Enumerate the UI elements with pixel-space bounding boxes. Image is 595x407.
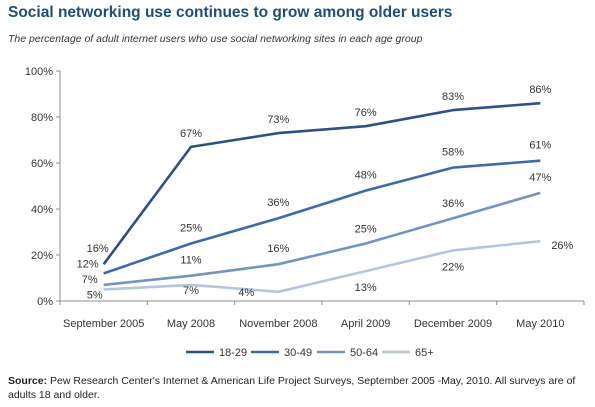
series-line-30-49 <box>103 159 541 275</box>
x-tick-label: November 2008 <box>239 318 317 330</box>
data-label: 25% <box>180 223 202 235</box>
x-tick-label: May 2010 <box>516 318 564 330</box>
data-label: 7% <box>183 285 199 297</box>
x-tick-label: September 2005 <box>63 318 144 330</box>
chart-subtitle: The percentage of adult internet users w… <box>8 33 423 45</box>
x-tick-label: May 2008 <box>167 318 215 330</box>
data-label: 25% <box>355 224 377 236</box>
series-line-65+ <box>103 239 541 294</box>
data-label: 36% <box>267 197 289 209</box>
data-label: 48% <box>355 170 377 182</box>
source-note: Source: Pew Research Center's Internet &… <box>8 374 588 402</box>
legend-label-65+: 65+ <box>415 347 434 359</box>
source-text: Pew Research Center's Internet & America… <box>8 375 576 401</box>
y-tick-label: 80% <box>31 112 53 124</box>
data-label: 12% <box>77 258 99 270</box>
series-line-50-64 <box>103 191 541 287</box>
y-tick-label: 20% <box>31 250 53 262</box>
y-tick-label: 60% <box>31 158 53 170</box>
data-label: 11% <box>180 255 201 267</box>
legend-label-50-64: 50-64 <box>350 347 378 359</box>
data-label: 22% <box>442 261 464 273</box>
data-label: 36% <box>442 198 464 210</box>
data-label: 26% <box>551 240 573 252</box>
data-label: 7% <box>82 274 98 286</box>
data-label: 5% <box>87 290 103 302</box>
data-label: 4% <box>238 287 254 299</box>
data-label: 83% <box>442 91 464 103</box>
y-tick-label: 0% <box>37 296 53 308</box>
data-label: 47% <box>529 172 551 184</box>
data-label: 67% <box>180 128 202 140</box>
data-label: 86% <box>529 84 551 96</box>
series-line-18-29 <box>102 101 541 265</box>
source-label: Source: <box>8 375 48 387</box>
legend-label-18-29: 18-29 <box>219 347 247 359</box>
y-tick-label: 40% <box>31 204 53 216</box>
data-label: 58% <box>442 147 464 159</box>
data-label: 13% <box>355 282 377 294</box>
line-chart: 0% 20% 40% 60% 80% 100% September 2005 May 2008… <box>25 66 585 359</box>
data-label: 76% <box>355 107 377 119</box>
data-label: 73% <box>267 114 289 126</box>
data-label: 16% <box>87 243 109 255</box>
x-tick-label: April 2009 <box>341 318 391 330</box>
legend-label-30-49: 30-49 <box>284 347 312 359</box>
y-tick-label: 100% <box>25 66 53 78</box>
data-label: 61% <box>529 140 551 152</box>
data-label: 16% <box>267 243 289 255</box>
chart-title: Social networking use continues to grow … <box>8 4 453 21</box>
x-tick-label: December 2009 <box>414 318 492 330</box>
